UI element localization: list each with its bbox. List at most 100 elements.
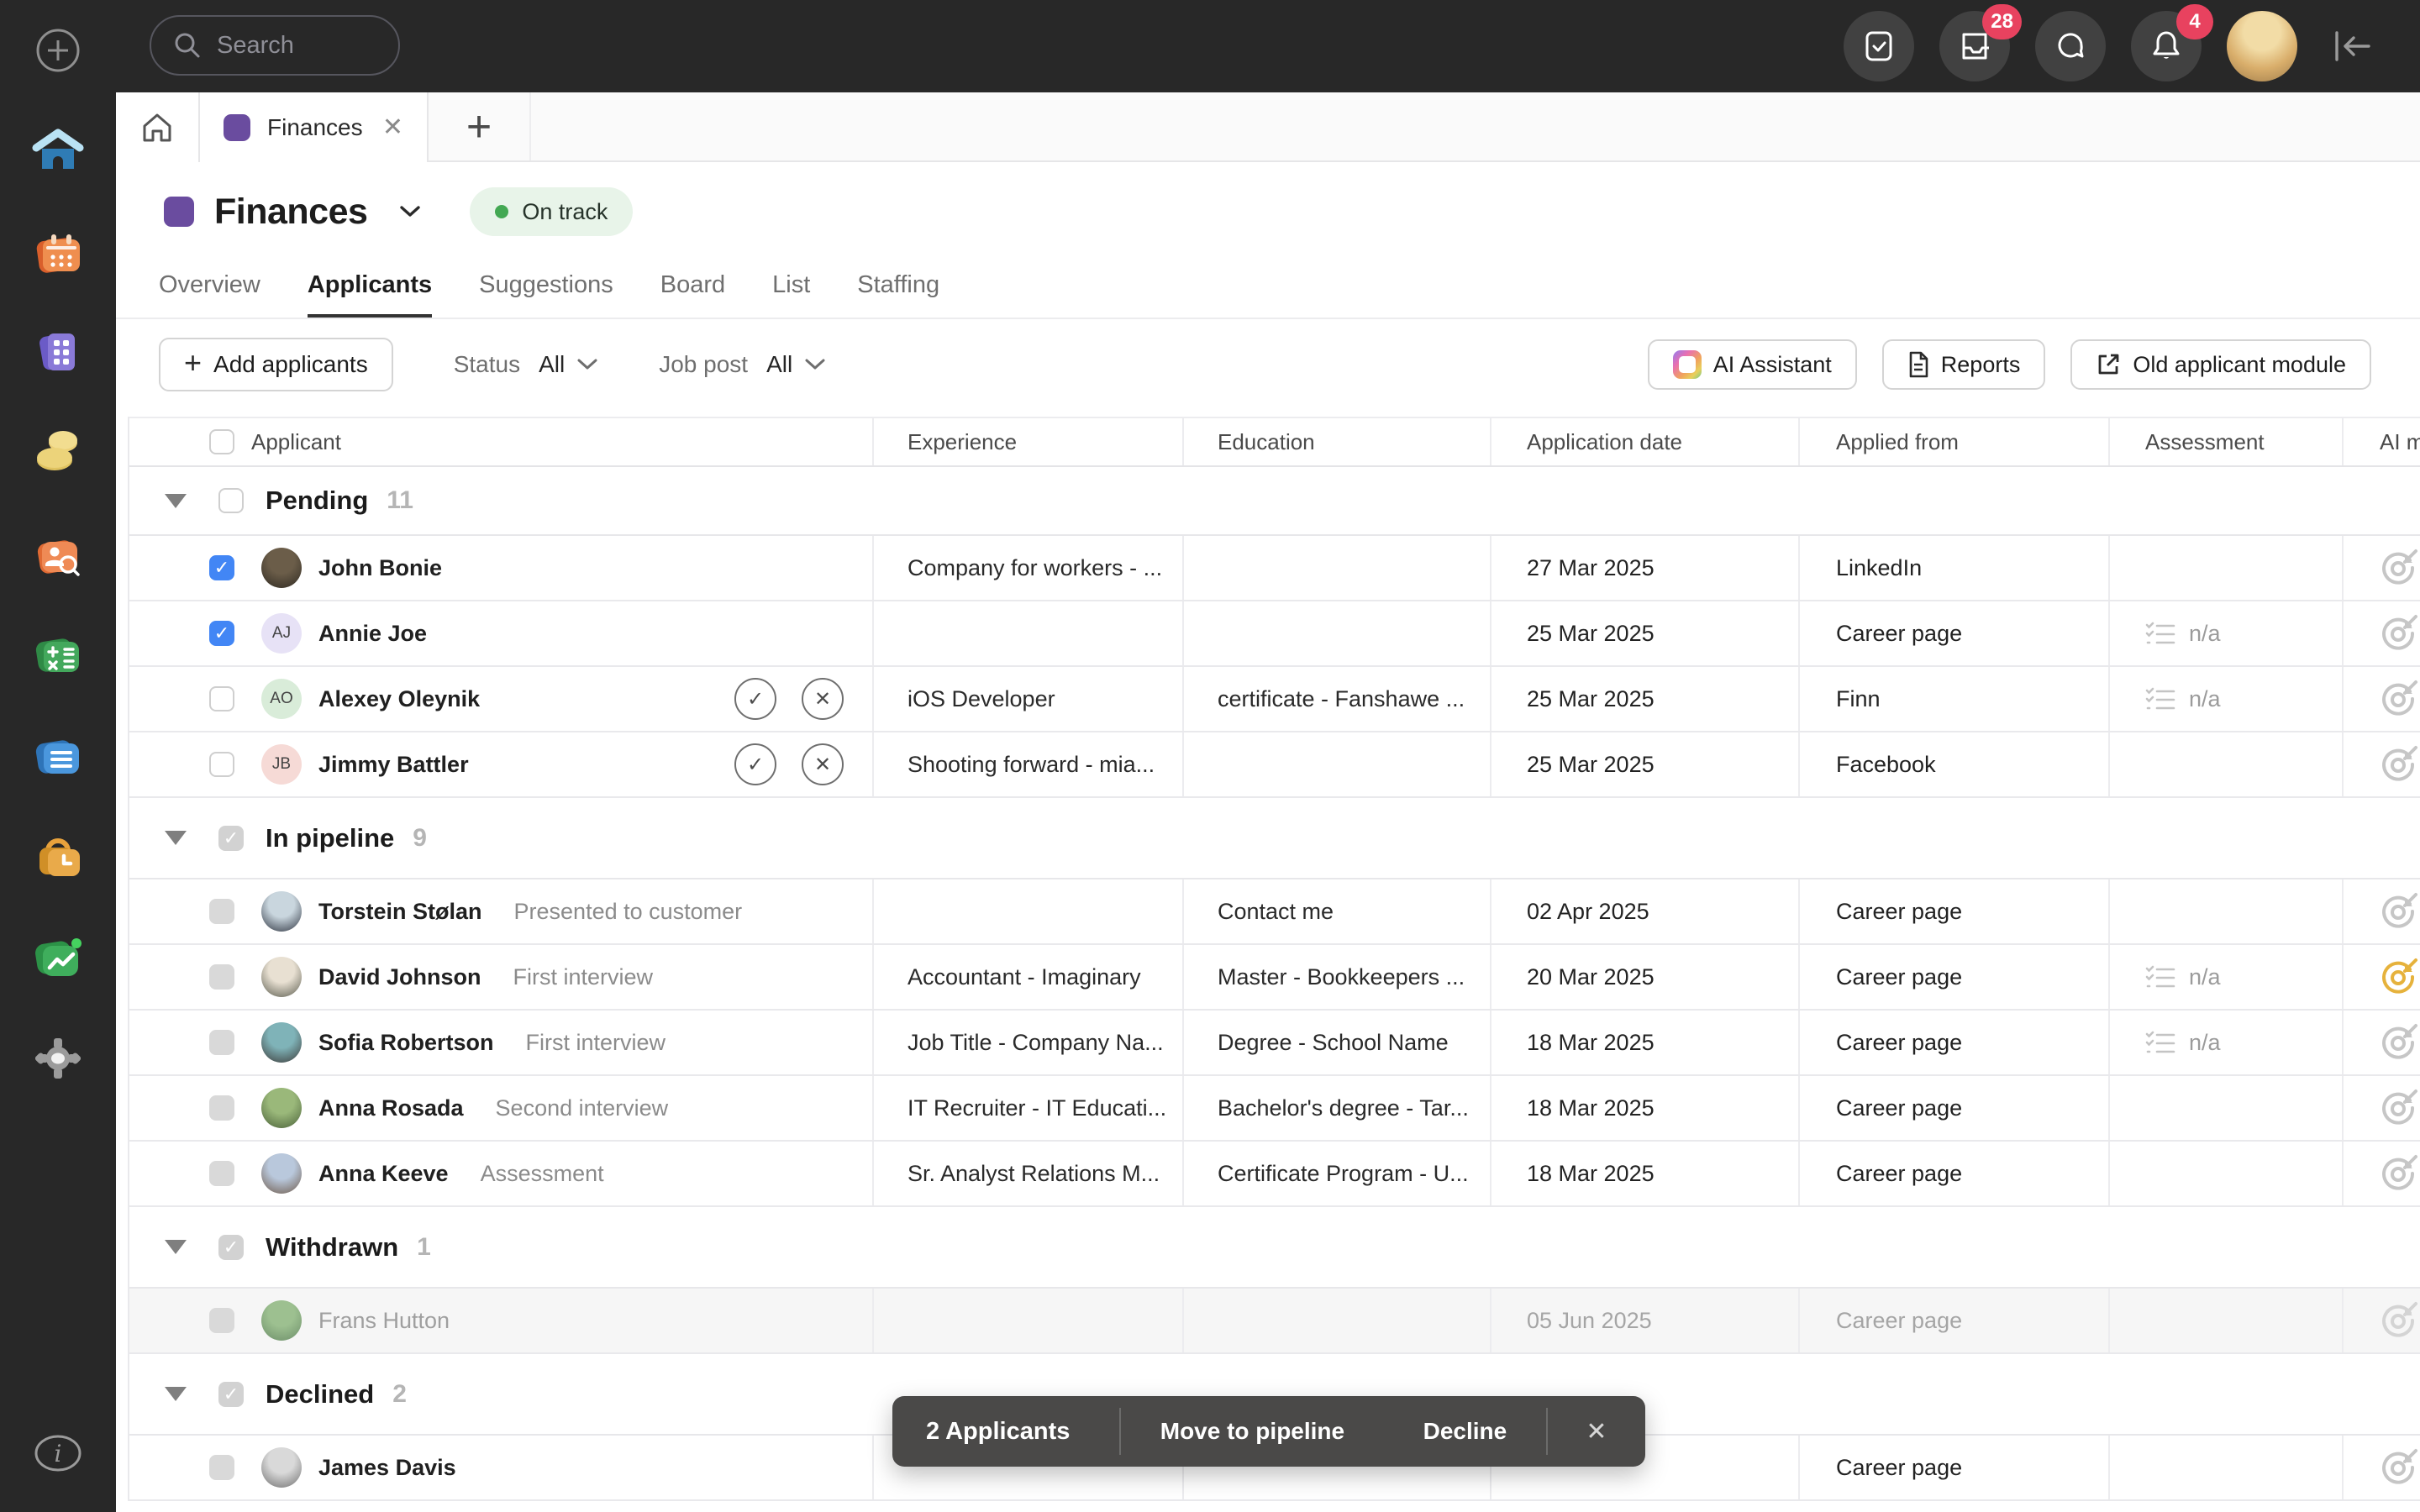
avatar: AJ xyxy=(261,613,302,654)
row-checkbox[interactable] xyxy=(209,1030,234,1055)
calendar-icon[interactable] xyxy=(28,223,88,283)
row-checkbox[interactable]: ✓ xyxy=(209,555,234,580)
group-header-pending[interactable]: Pending 11 xyxy=(129,467,2420,536)
inbox-button[interactable]: 28 xyxy=(1939,4,2022,81)
table-row[interactable]: JB Jimmy Battler ✓ ✕ Shooting forward - mia.… xyxy=(129,732,2420,798)
approve-icon[interactable]: ✓ xyxy=(734,743,776,785)
finance-coins-icon[interactable] xyxy=(28,420,88,480)
collapse-caret-icon[interactable] xyxy=(165,493,187,508)
group-select-checkbox[interactable]: ✓ xyxy=(218,1381,244,1407)
group-header-in-pipeline[interactable]: ✓ In pipeline 9 xyxy=(129,798,2420,879)
job-post-filter[interactable]: Job post All xyxy=(659,351,826,378)
table-row[interactable]: Anna Rosada Second interview IT Recruiter … xyxy=(129,1076,2420,1142)
table-row[interactable]: Frans Hutton 05 Jun 2025 Career page xyxy=(129,1289,2420,1354)
column-header-ai-m: AI m xyxy=(2380,428,2420,454)
row-checkbox[interactable] xyxy=(209,1455,234,1480)
group-select-checkbox[interactable]: ✓ xyxy=(218,1234,244,1260)
collapse-panel-icon[interactable] xyxy=(2323,17,2381,76)
education-cell: Certificate Program - U... xyxy=(1184,1142,1491,1205)
tasks-button[interactable] xyxy=(1844,11,1914,81)
reports-button[interactable]: Reports xyxy=(1881,339,2046,390)
collapse-caret-icon[interactable] xyxy=(165,1240,187,1254)
assessment-checklist-icon xyxy=(2145,686,2175,711)
notifications-button[interactable]: 4 xyxy=(2131,4,2213,81)
add-applicants-button[interactable]: + Add applicants xyxy=(159,338,393,391)
status-badge[interactable]: On track xyxy=(470,187,634,236)
reject-icon[interactable]: ✕ xyxy=(802,743,844,785)
table-row[interactable]: David Johnson First interview Accountant -… xyxy=(129,945,2420,1011)
reject-icon[interactable]: ✕ xyxy=(802,678,844,720)
education-cell: Master - Bookkeepers ... xyxy=(1184,945,1491,1009)
reports-label: Reports xyxy=(1940,351,2021,377)
table-row[interactable]: AO Alexey Oleynik ✓ ✕ iOS Developer certifica… xyxy=(129,667,2420,732)
avatar xyxy=(261,957,302,997)
row-checkbox[interactable] xyxy=(209,964,234,990)
row-checkbox[interactable] xyxy=(209,752,234,777)
tab-list[interactable]: List xyxy=(772,271,811,298)
table-row[interactable]: ✓ John Bonie Company for workers - ... 27 M… xyxy=(129,536,2420,601)
tab-board[interactable]: Board xyxy=(660,271,726,298)
table-row[interactable]: Sofia Robertson First interview Job Title … xyxy=(129,1011,2420,1076)
collapse-caret-icon[interactable] xyxy=(165,831,187,845)
ai-match-target-icon xyxy=(2380,1301,2418,1340)
table-row[interactable]: Anna Keeve Assessment Sr. Analyst Relation… xyxy=(129,1142,2420,1207)
analytics-icon[interactable] xyxy=(28,928,88,989)
info-icon[interactable]: i xyxy=(28,1423,88,1483)
tab-finances[interactable]: Finances ✕ xyxy=(200,92,429,162)
table-row[interactable]: Torstein Stølan Presented to customer Cont… xyxy=(129,879,2420,945)
table-row[interactable]: ✓ AJ Annie Joe 25 Mar 2025 Career page n/a xyxy=(129,601,2420,667)
collapse-caret-icon[interactable] xyxy=(165,1387,187,1401)
assessment-cell xyxy=(2110,1436,2344,1499)
tab-suggestions[interactable]: Suggestions xyxy=(479,271,613,298)
applicant-cell: Sofia Robertson First interview xyxy=(129,1011,874,1074)
old-applicant-module-label: Old applicant module xyxy=(2133,351,2346,377)
new-tab-button[interactable]: + xyxy=(429,92,531,160)
search-field[interactable] xyxy=(217,31,368,60)
row-checkbox[interactable]: ✓ xyxy=(209,621,234,646)
group-select-checkbox[interactable] xyxy=(218,488,244,513)
group-title: Declined xyxy=(266,1378,375,1409)
tab-applicants[interactable]: Applicants xyxy=(307,266,433,318)
approve-icon[interactable]: ✓ xyxy=(734,678,776,720)
close-tab-icon[interactable]: ✕ xyxy=(381,113,403,141)
status-filter[interactable]: Status All xyxy=(454,351,599,378)
ai-assistant-button[interactable]: AI Assistant xyxy=(1647,339,1857,390)
close-icon[interactable]: ✕ xyxy=(1586,1417,1607,1446)
row-checkbox[interactable] xyxy=(209,1161,234,1186)
row-checkbox[interactable] xyxy=(209,899,234,924)
home-tab[interactable] xyxy=(116,92,200,162)
ai-match-cell xyxy=(2344,1076,2420,1140)
row-checkbox[interactable] xyxy=(209,686,234,711)
group-header-withdrawn[interactable]: ✓ Withdrawn 1 xyxy=(129,1207,2420,1289)
chevron-down-icon[interactable] xyxy=(397,203,423,220)
home-icon[interactable] xyxy=(28,119,88,180)
avatar: JB xyxy=(261,744,302,785)
time-tracking-icon[interactable] xyxy=(28,827,88,888)
group-select-checkbox[interactable]: ✓ xyxy=(218,825,244,851)
organization-icon[interactable] xyxy=(28,322,88,382)
user-avatar[interactable] xyxy=(2227,11,2297,81)
assessment-checklist-icon xyxy=(2145,1031,2175,1053)
calculator-icon[interactable] xyxy=(28,626,88,686)
inbox-badge: 28 xyxy=(1982,4,2022,39)
documents-icon[interactable] xyxy=(28,727,88,788)
education-cell: Bachelor's degree - Tar... xyxy=(1184,1076,1491,1140)
decline-button[interactable]: Decline xyxy=(1423,1418,1507,1444)
chat-button[interactable] xyxy=(2035,11,2106,81)
row-checkbox[interactable] xyxy=(209,1308,234,1333)
old-applicant-module-button[interactable]: Old applicant module xyxy=(2070,339,2371,390)
select-all-checkbox[interactable] xyxy=(209,429,234,454)
candidate-search-icon[interactable] xyxy=(28,527,88,587)
tab-staffing[interactable]: Staffing xyxy=(857,271,940,298)
settings-gear-icon[interactable] xyxy=(28,1028,88,1089)
add-icon[interactable] xyxy=(28,20,88,81)
avatar xyxy=(261,1022,302,1063)
notifications-badge: 4 xyxy=(2176,4,2213,39)
applicant-name: Torstein Stølan xyxy=(318,898,482,924)
search-input[interactable] xyxy=(150,15,400,76)
tab-overview[interactable]: Overview xyxy=(159,271,260,298)
assessment-cell xyxy=(2110,536,2344,600)
row-checkbox[interactable] xyxy=(209,1095,234,1121)
move-to-pipeline-button[interactable]: Move to pipeline xyxy=(1160,1418,1345,1444)
ai-match-target-icon xyxy=(2382,615,2417,650)
